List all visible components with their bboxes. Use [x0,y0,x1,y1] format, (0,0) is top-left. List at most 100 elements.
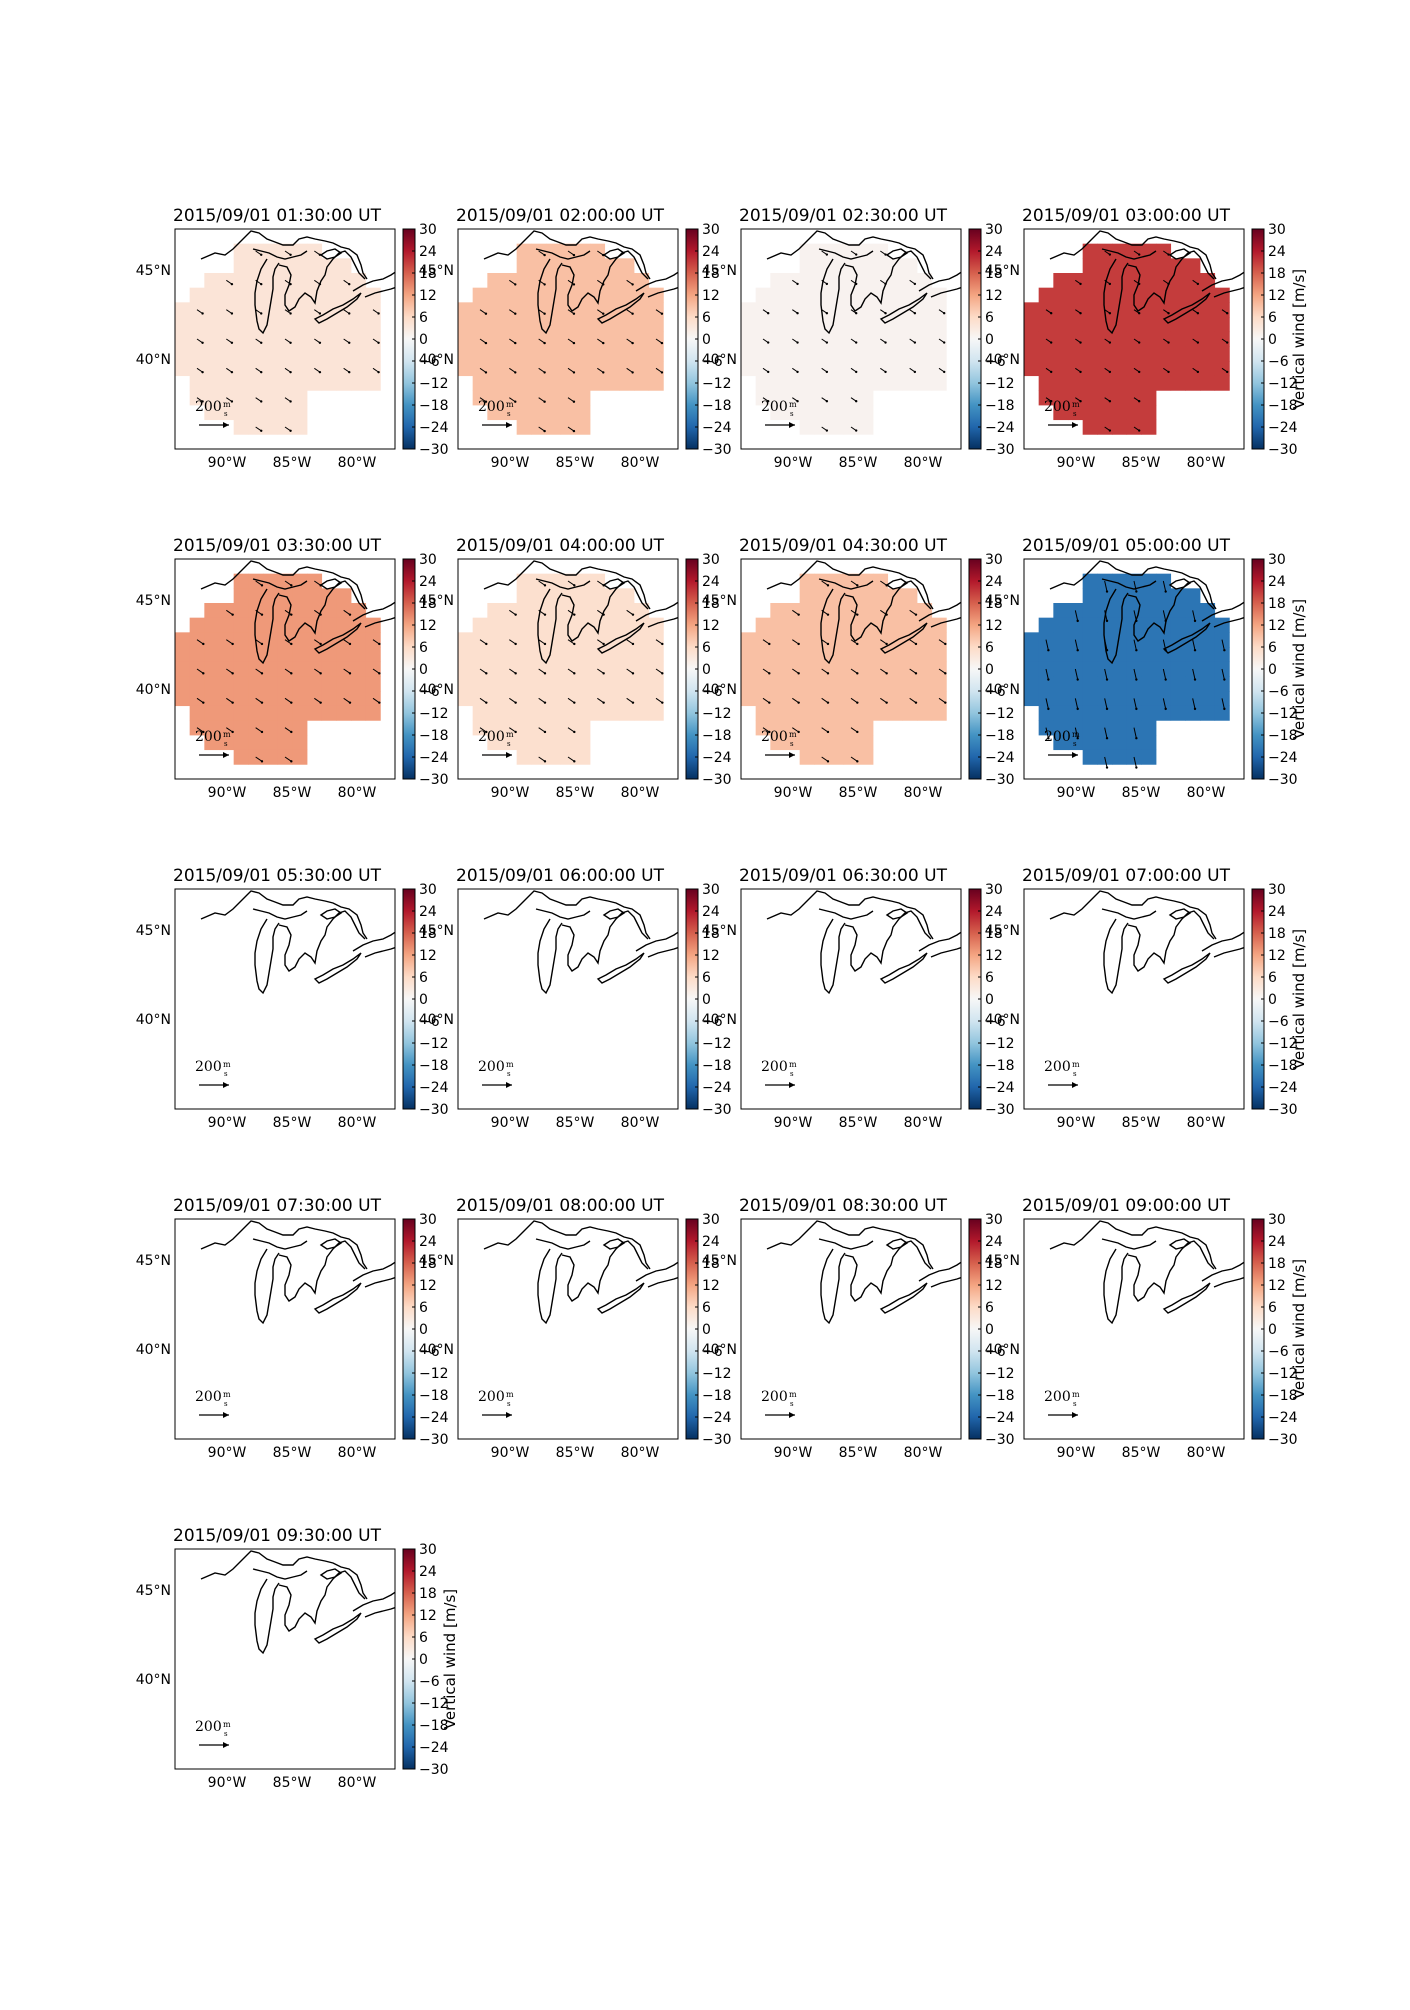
wind-cell [531,647,547,663]
map-panel: 2015/09/01 09:30:00 UT 200 ms 90°W 85°W 80°W… [136,1526,459,1791]
wind-vector [509,279,516,285]
wind-vector [655,639,663,645]
wind-cell [219,317,235,333]
colorbar-tick-label: 0 [419,332,428,348]
wind-cell [189,705,205,721]
colorbar-tick-label: 18 [702,266,720,282]
colorbar-tick-label: 18 [1268,596,1286,612]
wind-cell [604,375,620,391]
wind-cell [487,273,503,289]
wind-vector [1074,698,1079,709]
wind-cell [204,720,220,736]
wind-cell [829,749,845,765]
wind-cell [292,749,308,765]
colorbar-tick-label: −6 [419,1674,440,1690]
wind-cell [575,302,591,318]
wind-vector [655,668,663,674]
wind-cell [336,676,352,692]
wind-cell [502,346,518,362]
wind-cell [575,603,591,619]
map-panel: 2015/09/01 03:30:00 UT 200 ms 90°W 85°W 80°W… [136,536,449,801]
colorbar: 30 24 18 12 6 0 −6 −12 −18 −24 −30 Vertical wind [m… [402,1542,459,1778]
wind-vector [880,668,887,674]
colorbar-tick-label: −30 [1268,1102,1298,1118]
wind-cell [263,346,279,362]
wind-cell [1141,317,1157,333]
wind-cell [1156,676,1172,692]
wind-cell [351,361,367,377]
map-panel: 2015/09/01 04:00:00 UT 200 ms 90°W 85°W 80°W… [419,536,732,801]
wind-cell [634,302,650,318]
colorbar-tick-label: −30 [985,442,1015,458]
wind-vector [314,668,321,674]
wind-cell [204,632,220,648]
wind-cell [1082,603,1098,619]
wind-cell [814,258,830,274]
wind-cell [487,691,503,707]
wind-cell [799,375,815,391]
wind-cell [887,617,903,633]
wind-cell [1024,302,1040,318]
wind-cell [248,405,264,421]
wind-cell [1097,346,1113,362]
x-tick-label: 90°W [208,1115,247,1131]
wind-cell [1053,735,1069,751]
wind-vector [538,639,546,645]
wind-cell [487,361,503,377]
colorbar-tick-label: −6 [419,1344,440,1360]
wind-cell [1170,346,1186,362]
wind-cell [233,647,249,663]
wind-cell [248,735,264,751]
wind-cell [1170,361,1186,377]
wind-cell [233,317,249,333]
wind-cell [516,603,532,619]
reference-arrow-unit-denominator: s [1073,740,1077,748]
colorbar-tick-label: 18 [702,926,720,942]
wind-cell [292,287,308,303]
wind-cell [531,287,547,303]
wind-vector [538,580,546,586]
wind-cell [321,603,337,619]
x-tick-label: 80°W [338,455,377,471]
wind-cell [770,375,786,391]
wind-cell [1141,302,1157,318]
wind-cell [1068,346,1084,362]
wind-cell [829,317,845,333]
wind-cell [887,258,903,274]
wind-cell [873,375,889,391]
wind-cell [1024,331,1040,347]
colorbar-tick-label: −12 [1268,1036,1298,1052]
wind-cell [575,735,591,751]
wind-cell [365,287,381,303]
x-tick-label: 85°W [839,1115,878,1131]
wind-cell [648,287,664,303]
wind-cell [1141,273,1157,289]
colorbar-tick-label: −6 [702,1344,723,1360]
colorbar-tick-label: 24 [702,1234,720,1250]
wind-cell [263,603,279,619]
wind-cell [1141,749,1157,765]
wind-cell [902,258,918,274]
wind-cell [1082,243,1098,259]
wind-cell [248,676,264,692]
wind-cell [472,647,488,663]
wind-cell [336,375,352,391]
wind-vector [597,250,604,256]
wind-cell [634,361,650,377]
wind-cell [1156,258,1172,274]
wind-cell [204,705,220,721]
colorbar-tick-label: 24 [985,904,1003,920]
colorbar-label: Vertical wind [m/s] [1290,1259,1308,1399]
wind-cell [799,361,815,377]
colorbar-tick-label: 30 [419,552,437,568]
wind-cell [887,317,903,333]
wind-cell [219,405,235,421]
wind-cell [887,588,903,604]
wind-cell [1024,691,1040,707]
wind-cell [204,331,220,347]
wind-vector [1133,639,1137,651]
colorbar-tick-label: −12 [985,1036,1015,1052]
wind-cell [1200,691,1216,707]
wind-cell [1053,691,1069,707]
